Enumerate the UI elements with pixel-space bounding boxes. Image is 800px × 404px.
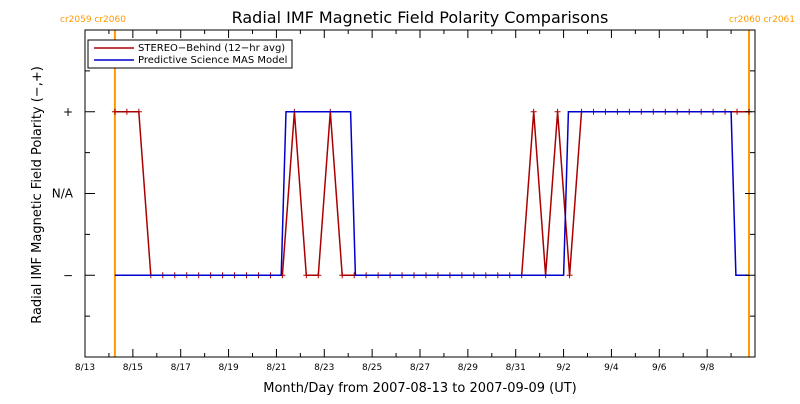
x-tick-label: 8/19 (218, 363, 238, 373)
series-line-1 (114, 111, 749, 277)
legend-label-model: Predictive Science MAS Model (138, 55, 287, 66)
data-point (554, 108, 561, 115)
x-tick-label: 9/8 (700, 363, 715, 373)
x-tick-label: 8/13 (75, 363, 95, 373)
carrington-label: cr2060 cr2061 (729, 15, 795, 25)
data-point (734, 108, 741, 115)
x-tick-label: 8/15 (123, 363, 143, 373)
x-tick-label: 9/2 (556, 363, 570, 373)
data-point (135, 108, 142, 115)
data-point (123, 108, 130, 115)
legend-label-stereo: STEREO−Behind (12−hr avg) (138, 43, 285, 54)
data-point (566, 272, 573, 279)
x-tick-label: 9/4 (604, 363, 619, 373)
x-tick-label: 8/17 (171, 363, 191, 373)
plot-area (85, 30, 755, 357)
x-tick-label: 8/29 (458, 363, 478, 373)
x-tick-label: 8/31 (506, 363, 526, 373)
plot-background (85, 30, 755, 357)
y-axis-label: Radial IMF Magnetic Field Polarity (−,+) (30, 66, 45, 324)
y-tick-label: N/A (52, 187, 74, 201)
x-tick-label: 8/23 (314, 363, 334, 373)
legend: STEREO−Behind (12−hr avg) Predictive Sci… (87, 39, 293, 69)
y-tick-label: + (63, 105, 73, 119)
data-point (111, 108, 118, 115)
x-axis-label: Month/Day from 2007-08-13 to 2007-09-09 … (263, 381, 576, 396)
carrington-label: cr2059 cr2060 (60, 15, 126, 25)
axes-layer: 8/13 8/15 8/17 8/19 8/21 8/23 8/25 8/27 8/29 8/31… (52, 29, 756, 373)
y-tick-label: − (63, 268, 73, 282)
data-point (315, 272, 322, 279)
x-tick-label: 8/25 (362, 363, 382, 373)
chart-title: Radial IMF Magnetic Field Polarity Compa… (232, 8, 609, 27)
legend-box (87, 39, 293, 69)
x-tick-label: 8/27 (410, 363, 430, 373)
x-tick-label: 8/21 (266, 363, 286, 373)
x-tick-label: 9/6 (652, 363, 667, 373)
data-point (303, 272, 310, 279)
data-point (530, 108, 537, 115)
series-layer (111, 108, 753, 279)
data-point (339, 272, 346, 279)
